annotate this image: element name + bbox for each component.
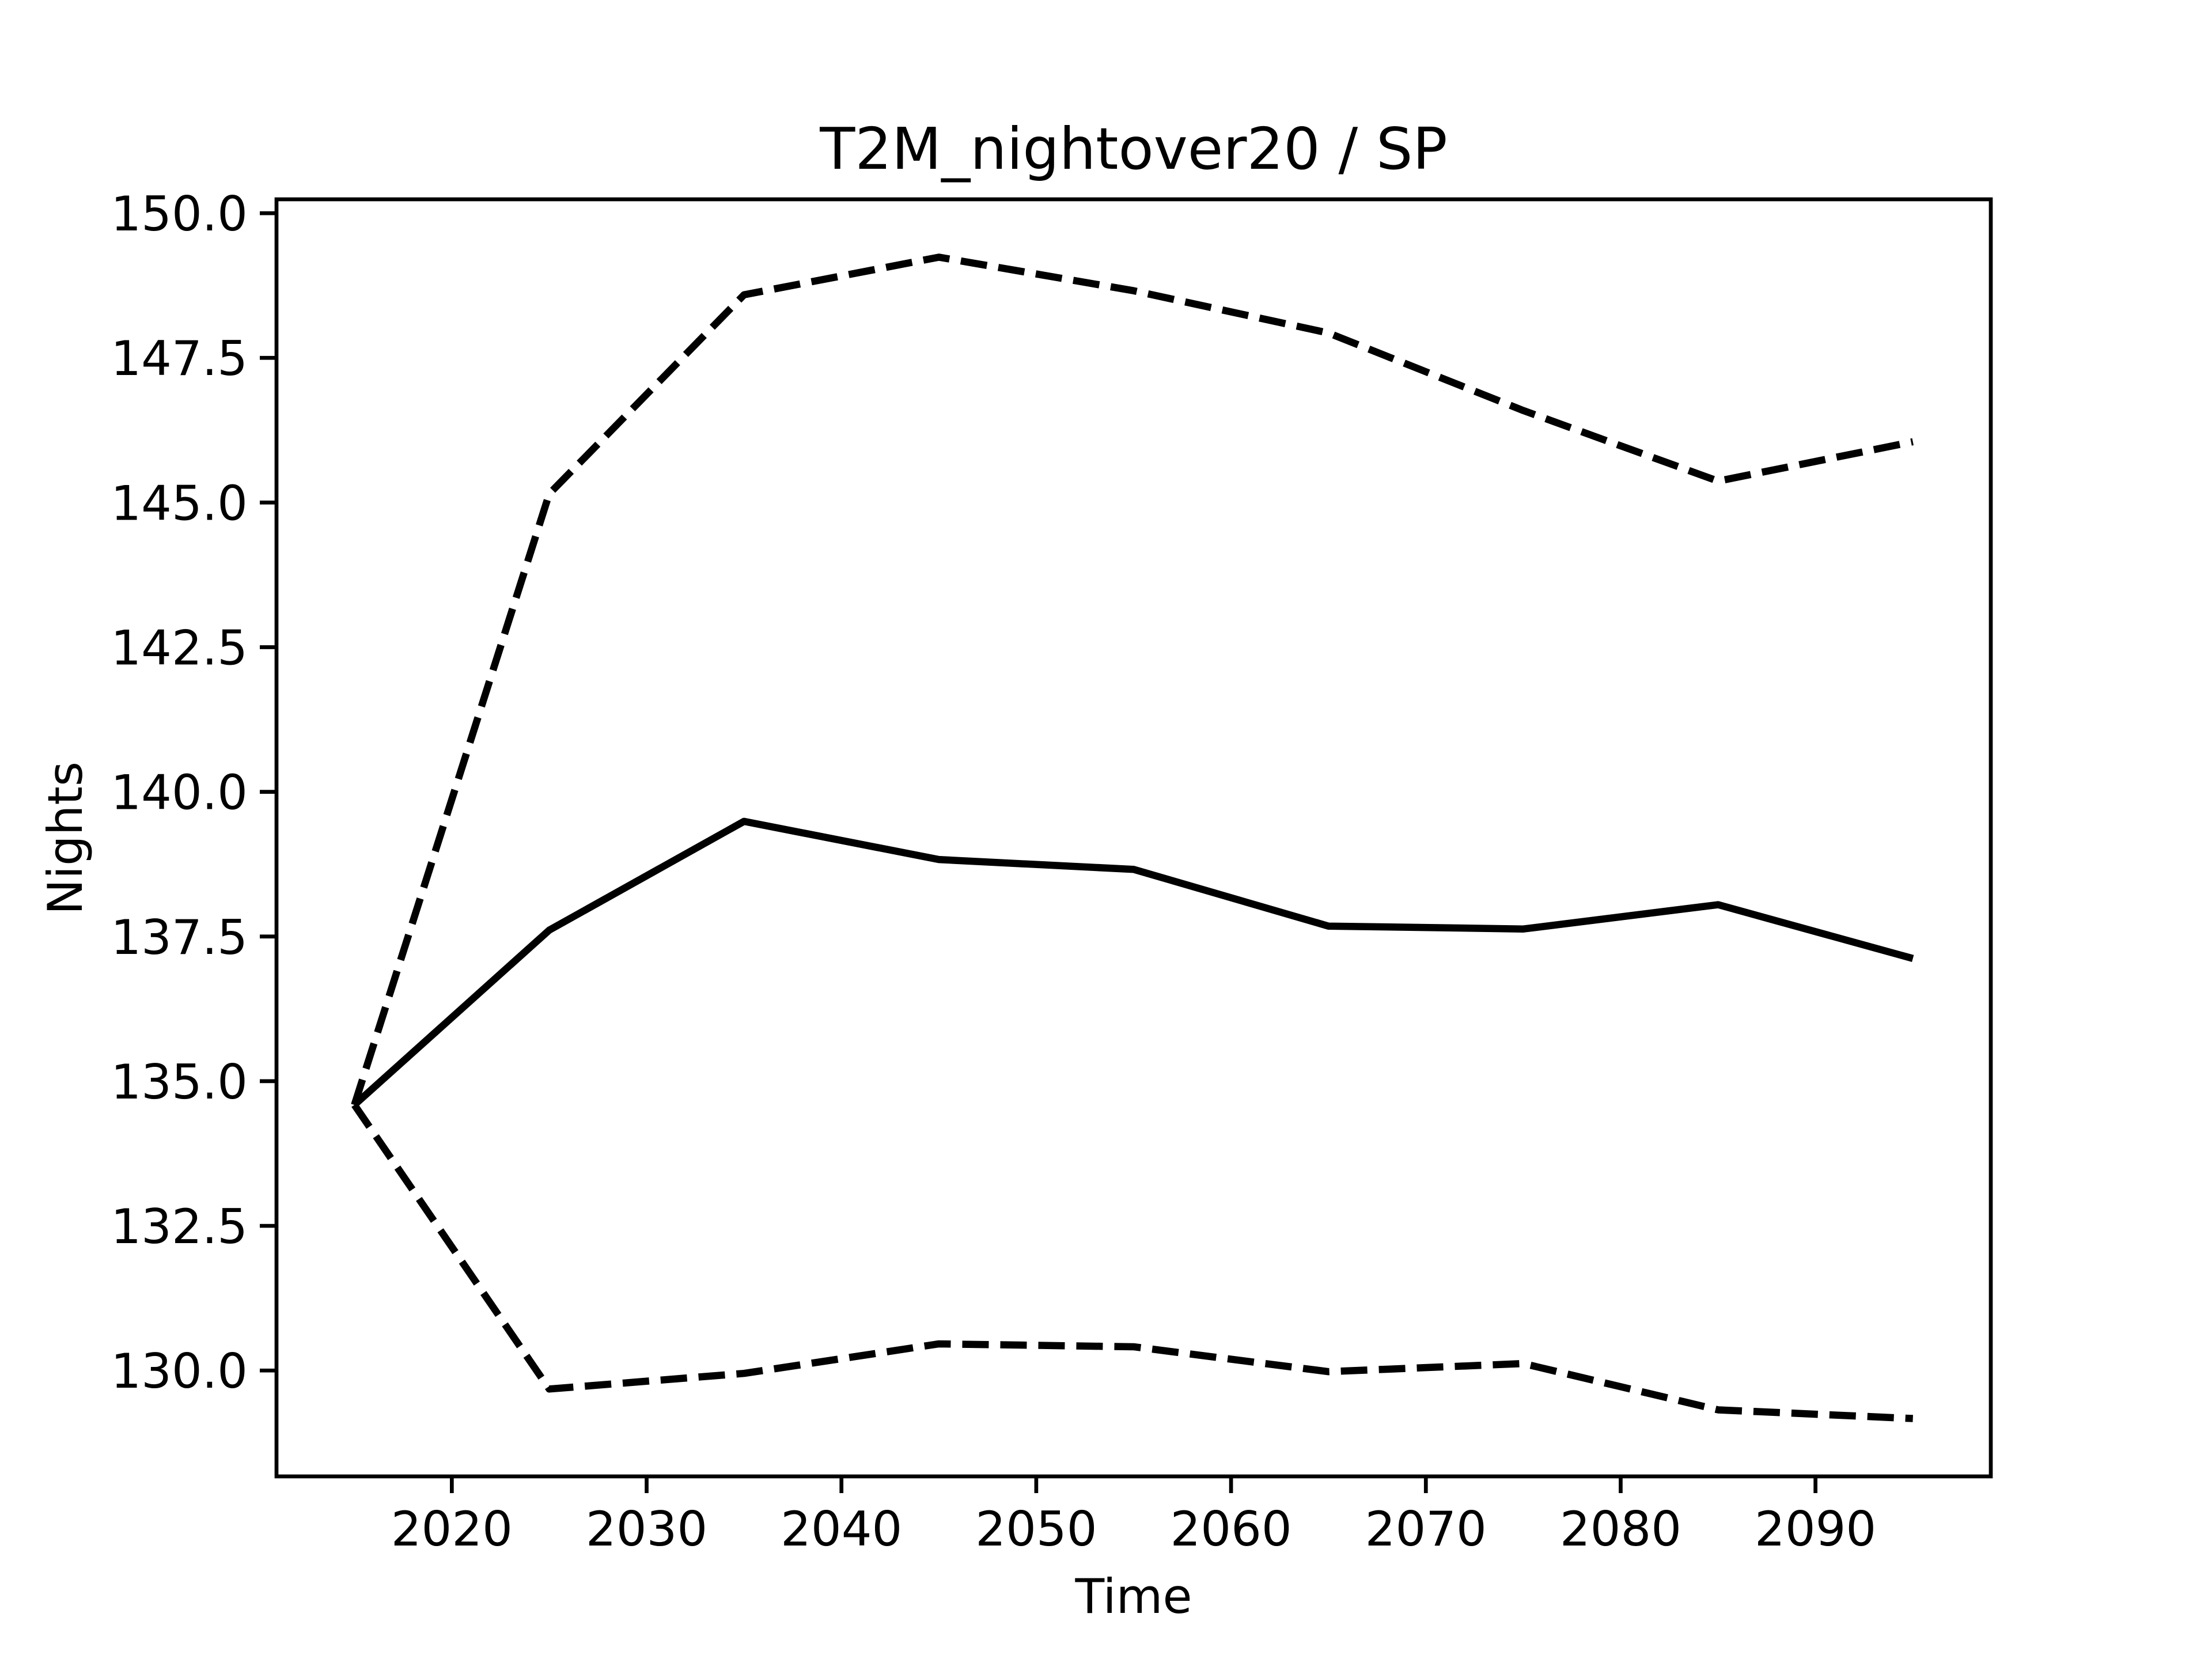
y-tick-label: 137.5	[111, 910, 248, 965]
y-tick-label: 150.0	[111, 186, 248, 242]
x-tick-label: 2020	[391, 1501, 513, 1557]
y-tick-label: 140.0	[111, 765, 248, 821]
y-tick-label: 145.0	[111, 475, 248, 531]
y-tick-label: 130.0	[111, 1343, 248, 1399]
y-tick-label: 132.5	[111, 1199, 248, 1255]
y-tick-label: 142.5	[111, 620, 248, 676]
y-tick-label: 135.0	[111, 1054, 248, 1110]
series-line	[351, 1103, 1914, 1422]
x-tick-label: 2080	[1560, 1501, 1681, 1557]
series-line	[351, 253, 1914, 1106]
y-axis-label: Nights	[37, 762, 93, 915]
x-tick-label: 2090	[1755, 1501, 1876, 1557]
x-axis-label: Time	[1074, 1569, 1192, 1624]
chart-title: T2M_nightover20 / SP	[819, 115, 1448, 183]
x-tick-label: 2070	[1365, 1501, 1487, 1557]
x-tick-label: 2060	[1170, 1501, 1291, 1557]
series-line	[352, 817, 1914, 1108]
x-tick-label: 2050	[975, 1501, 1097, 1557]
y-tick-label: 147.5	[111, 331, 248, 387]
x-tick-label: 2030	[586, 1501, 707, 1557]
plot-frame	[274, 197, 1993, 1479]
x-tick-label: 2040	[781, 1501, 902, 1557]
